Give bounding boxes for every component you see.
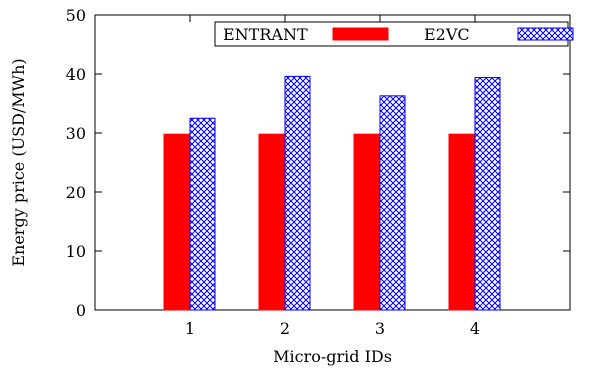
y-tick-label: 0: [76, 301, 86, 320]
bar-e2vc-1: [189, 117, 216, 311]
legend-swatch-e2vc: [517, 27, 574, 41]
bar-entrant-3: [353, 133, 380, 311]
x-tick-label: 3: [375, 319, 385, 338]
legend-swatch-entrant: [332, 27, 389, 41]
bar-e2vc-4: [474, 77, 501, 311]
x-tick-label: 4: [470, 319, 480, 338]
y-tick-label: 10: [66, 242, 86, 261]
y-tick-label: 20: [66, 183, 86, 202]
bars: [163, 75, 501, 311]
x-axis-title: Micro-grid IDs: [273, 347, 392, 366]
bar-e2vc-3: [379, 95, 406, 311]
y-axis-title: Energy price (USD/MWh): [9, 58, 28, 266]
bar-entrant-2: [258, 133, 285, 311]
bar-entrant-1: [163, 133, 190, 311]
plot-frame: [94, 14, 571, 311]
bar-e2vc-2: [284, 75, 311, 311]
y-tick-label: 50: [66, 6, 86, 25]
bar-entrant-4: [448, 133, 475, 311]
x-tick-label: 2: [280, 319, 290, 338]
y-tick-label: 30: [66, 124, 86, 143]
y-tick-label: 40: [66, 65, 86, 84]
legend-label-e2vc: E2VC: [424, 25, 470, 44]
legend: ENTRANT E2VC: [214, 21, 574, 47]
legend-label-entrant: ENTRANT: [223, 25, 308, 44]
x-tick-label: 1: [185, 319, 195, 338]
